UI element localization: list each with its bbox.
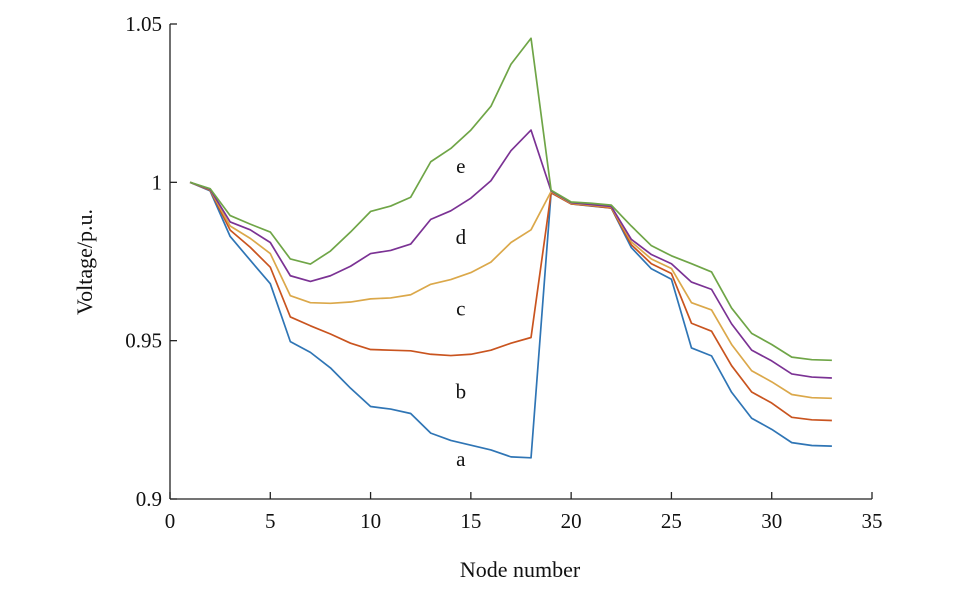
series-line-b [189,181,832,422]
curve-label-b: b [456,379,467,403]
curve-label-d: d [456,225,467,249]
y-tick-label: 0.95 [125,329,162,353]
x-tick-label: 35 [862,509,883,533]
plot-area [169,24,872,500]
series-line-e [189,37,832,362]
series-line-c [189,181,832,400]
y-axis-label: Voltage/p.u. [72,209,97,315]
y-tick-label: 1.05 [125,12,162,36]
x-tick-label: 25 [661,509,682,533]
x-axis-ticks: 0 5 10 15 20 25 30 35 [165,492,883,533]
series-line-d [189,129,832,379]
curve-label-a: a [456,447,466,471]
series-lines [189,37,832,459]
y-axis-ticks: 0.9 0.95 1 1.05 [125,12,177,511]
x-tick-label: 0 [165,509,176,533]
series-line-a [189,181,832,459]
curve-labels: e d c b a [456,154,467,471]
x-axis-label: Node number [460,557,581,582]
curve-label-e: e [456,154,465,178]
x-tick-label: 5 [265,509,276,533]
x-tick-label: 10 [360,509,381,533]
y-tick-label: 1 [152,170,163,194]
y-tick-label: 0.9 [136,487,162,511]
curve-label-c: c [456,296,465,320]
x-tick-label: 20 [561,509,582,533]
x-tick-label: 15 [460,509,481,533]
x-tick-label: 30 [761,509,782,533]
